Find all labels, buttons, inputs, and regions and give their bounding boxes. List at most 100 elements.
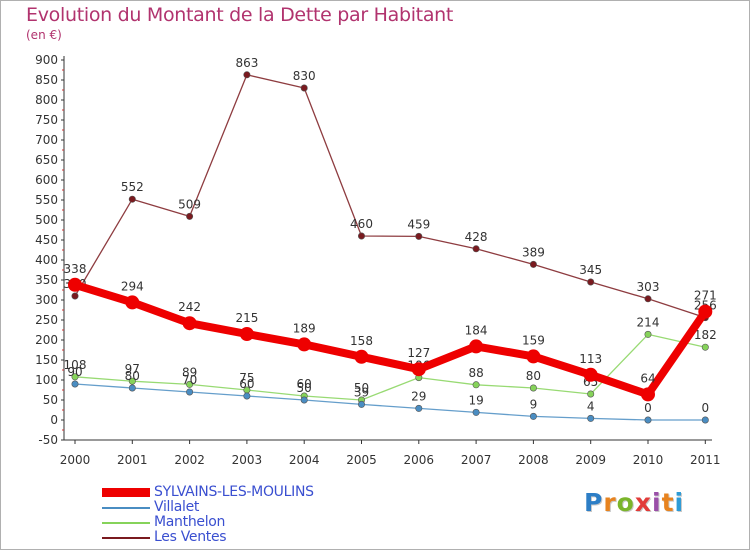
data-point [415,404,423,412]
data-label: 50 [354,381,369,395]
y-tick-label: 250 [35,313,58,327]
data-point [186,388,194,396]
data-point [243,392,251,400]
data-label: 4 [587,399,595,413]
data-point [300,84,308,92]
legend-label-manthelon: Manthelon [154,514,226,530]
y-tick-label: 800 [35,93,58,107]
data-point [300,396,308,404]
legend-item-manthelon: Manthelon [102,514,362,531]
data-label: 271 [694,289,717,303]
data-label: 214 [637,315,660,329]
data-label: 97 [125,362,140,376]
data-label: 552 [121,180,144,194]
data-point [587,278,595,286]
data-point [644,295,652,303]
x-tick-label: 2010 [633,453,664,467]
x-tick-label: 2009 [575,453,606,467]
data-label: 80 [526,369,541,383]
legend-item-sylvains: SYLVAINS-LES-MOULINS [102,484,362,501]
data-point [297,337,312,352]
data-point [644,416,652,424]
data-point [182,316,197,331]
data-point [128,377,136,385]
data-point [186,380,194,388]
data-point [186,212,194,220]
data-label: 509 [178,197,201,211]
data-point [415,232,423,240]
legend-swatch-villalet [102,507,150,509]
data-label: 39 [354,385,369,399]
data-label: 127 [407,346,430,360]
data-label: 108 [64,358,87,372]
legend-swatch-manthelon [102,522,150,524]
data-point [701,416,709,424]
data-point [529,260,537,268]
data-label: 19 [468,393,483,407]
data-point [472,381,480,389]
data-point [641,387,655,402]
y-tick-label: 200 [35,333,58,347]
legend-swatch-les-ventes [102,537,150,539]
data-point [357,400,365,408]
data-label: 460 [350,217,373,231]
series-line-sylvains-les-moulins [71,280,710,399]
legend-item-les-ventes: Les Ventes [102,529,362,546]
x-tick-label: 2008 [518,453,549,467]
data-label: 830 [293,69,316,83]
data-label: 80 [125,369,140,383]
y-tick-label: 350 [35,273,58,287]
data-label: 459 [407,217,430,231]
data-point [71,373,79,381]
logo-letter: t [661,488,675,517]
data-label: 294 [121,279,144,293]
logo-letter: r [603,488,617,517]
data-point [469,339,484,354]
y-tick-label: 700 [35,133,58,147]
data-label: 0 [644,401,652,415]
data-point [526,349,541,364]
data-point [239,327,254,341]
data-label: 75 [239,371,254,385]
data-label: 88 [468,366,483,380]
legend-item-villalet: Villalet [102,499,362,516]
chart-subtitle: (en €) [26,28,62,42]
data-label: 89 [182,365,197,379]
proxiti-logo: Proxiti [584,488,684,517]
data-label: 29 [411,389,426,403]
y-tick-label: 550 [35,193,58,207]
data-point [357,232,365,240]
y-tick-label: -50 [38,433,58,447]
x-tick-label: 2002 [174,453,205,467]
x-tick-label: 2006 [404,453,435,467]
data-label: 182 [694,328,717,342]
logo-letter: i [652,488,662,517]
series-line-villalet [74,383,706,421]
y-tick-label: 300 [35,293,58,307]
data-point [128,195,136,203]
data-label: 338 [64,262,87,276]
x-tick-label: 2001 [117,453,148,467]
x-tick-label: 2007 [461,453,492,467]
data-point [243,71,251,79]
y-tick-label: 600 [35,173,58,187]
data-label: 428 [465,230,488,244]
y-tick-label: 900 [35,53,58,67]
legend: SYLVAINS-LES-MOULINS Villalet Manthelon … [102,484,362,546]
y-tick-label: 450 [35,233,58,247]
x-tick-label: 2000 [60,453,91,467]
data-point [71,380,79,388]
data-label: 60 [297,377,312,391]
y-tick-label: 400 [35,253,58,267]
data-point [698,304,713,319]
data-point [529,384,537,392]
legend-label-villalet: Villalet [154,499,200,515]
data-label: 64 [640,371,655,385]
x-tick-label: 2003 [232,453,263,467]
logo-letter: x [634,488,652,517]
data-label: 0 [701,401,709,415]
data-label: 215 [235,311,258,325]
y-tick-label: 50 [43,393,58,407]
data-point [71,292,79,300]
